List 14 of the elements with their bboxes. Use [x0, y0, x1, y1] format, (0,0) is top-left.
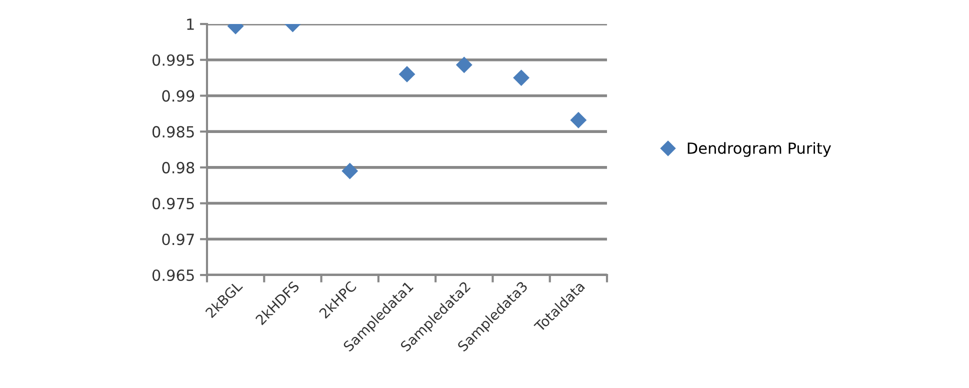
y-tick-label: 0.985 [152, 126, 194, 138]
point [513, 70, 530, 86]
point [456, 56, 472, 74]
y-tick-label: 0.99 [162, 90, 194, 102]
point [342, 162, 358, 180]
point [398, 66, 416, 82]
y-tick-label: 0.965 [152, 269, 194, 282]
y-tick-label: 1 [187, 18, 194, 30]
point [570, 112, 587, 128]
y-tick-label: 0.975 [152, 198, 194, 210]
y-tick-label: 0.97 [162, 234, 194, 246]
y-tick-label: 0.98 [162, 162, 194, 174]
legend-label: Dendrogram Purity [688, 142, 831, 157]
y-tick-label: 0.995 [152, 54, 194, 66]
